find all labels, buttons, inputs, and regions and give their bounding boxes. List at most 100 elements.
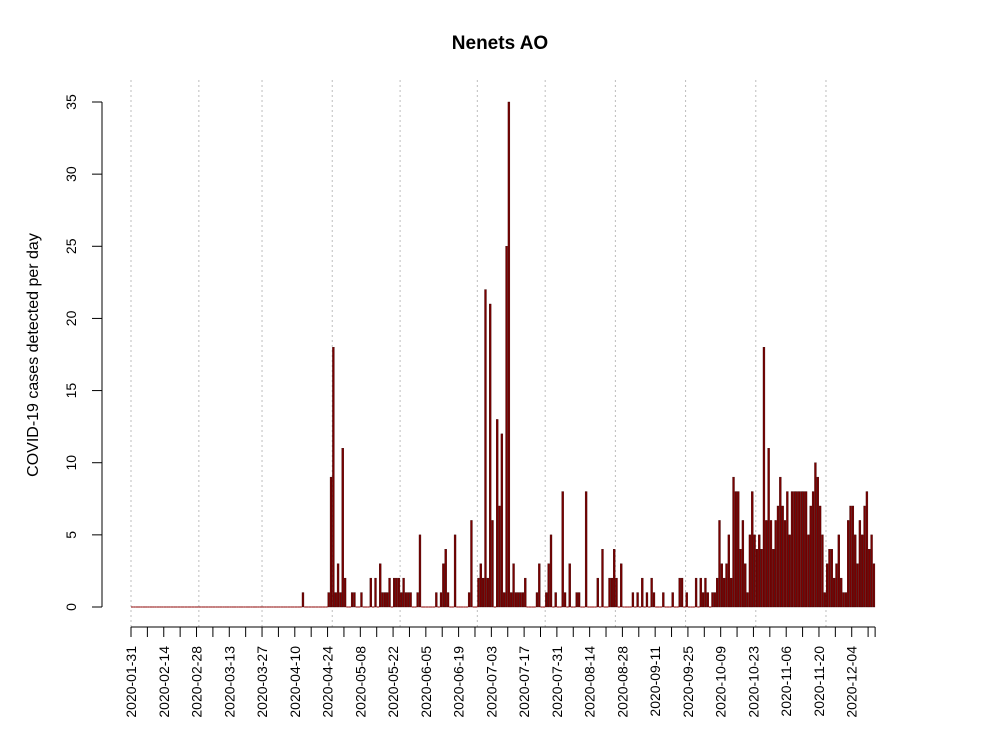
bar [535, 592, 539, 608]
x-tick-label: 2020-02-28 [189, 646, 205, 718]
bar [723, 577, 726, 608]
y-tick-label: 35 [63, 94, 79, 110]
bar [575, 592, 578, 608]
bar [360, 592, 363, 608]
bar [608, 577, 611, 608]
bar [496, 419, 499, 608]
bar [865, 491, 869, 608]
bar [797, 491, 801, 608]
bar [814, 462, 817, 608]
y-tick-label: 30 [63, 166, 79, 182]
bar [790, 491, 794, 608]
x-tick-label: 2020-05-22 [385, 646, 401, 718]
bar [828, 549, 831, 608]
bar [505, 246, 508, 608]
bar [379, 563, 382, 608]
bar [732, 476, 735, 608]
bar [830, 549, 833, 608]
bar [856, 563, 859, 608]
bar [446, 592, 450, 608]
bar [435, 592, 438, 608]
bar [765, 520, 768, 608]
y-tick-label: 15 [63, 383, 79, 399]
bar [662, 592, 665, 608]
bar [737, 491, 740, 608]
bar [772, 549, 775, 608]
bar [746, 592, 749, 608]
bar [811, 491, 815, 608]
bar [470, 520, 473, 608]
bar [409, 592, 412, 608]
bars [131, 101, 876, 608]
bar [407, 592, 410, 608]
y-tick-label: 25 [63, 238, 79, 254]
bar [760, 549, 763, 608]
bar [716, 577, 719, 608]
bar [577, 592, 581, 608]
x-tick-label: 2020-10-09 [713, 646, 729, 718]
bar [524, 577, 527, 608]
bar [807, 534, 810, 608]
bar [482, 577, 485, 608]
x-tick-label: 2020-07-03 [483, 646, 499, 718]
bar [713, 592, 716, 608]
bar [500, 433, 504, 608]
bar [327, 592, 330, 608]
x-tick-label: 2020-08-14 [582, 646, 598, 718]
bar [837, 534, 840, 608]
bar [369, 577, 372, 608]
bar [489, 303, 492, 608]
bar [332, 347, 335, 608]
bar [554, 592, 557, 608]
x-tick-label: 2020-11-20 [811, 646, 827, 717]
bar [835, 563, 838, 608]
bar [381, 592, 384, 608]
bar [491, 520, 494, 608]
bar [706, 592, 709, 608]
bar [484, 289, 487, 608]
bar [844, 592, 848, 608]
bar [730, 577, 733, 608]
bar [711, 592, 714, 608]
bar [720, 563, 723, 608]
bar [514, 592, 518, 608]
bar [631, 592, 635, 608]
bar [825, 563, 829, 608]
bar [393, 577, 396, 608]
bar [816, 476, 819, 608]
bar [694, 577, 698, 608]
bar [521, 592, 525, 608]
x-tick-label: 2020-08-28 [614, 646, 630, 718]
bar [793, 491, 796, 608]
bar [404, 592, 408, 608]
gridlines [130, 80, 827, 627]
x-tick-label: 2020-06-05 [418, 646, 434, 718]
bar [610, 577, 614, 608]
bar [645, 592, 649, 608]
bar [538, 563, 541, 608]
bar [718, 520, 721, 608]
bar [858, 520, 862, 608]
x-tick-label: 2020-11-06 [778, 646, 794, 717]
bar [336, 563, 340, 608]
y-tick-label: 20 [63, 310, 79, 326]
x-tick-label: 2020-01-31 [123, 646, 139, 718]
bar [613, 549, 616, 608]
bar [397, 577, 401, 608]
bar [870, 534, 873, 608]
y-axis-label: COVID-19 cases detected per day [25, 233, 42, 477]
bar [725, 563, 728, 608]
bar [699, 577, 702, 608]
bar [861, 534, 864, 608]
x-tick-label: 2020-09-11 [647, 646, 663, 717]
x-tick-label: 2020-04-24 [320, 646, 336, 718]
bar [678, 577, 681, 608]
bar [781, 505, 784, 608]
bar [809, 505, 812, 608]
bar [779, 476, 782, 608]
bar [596, 577, 599, 608]
x-tick-label: 2020-09-25 [680, 646, 696, 718]
x-tick-label: 2020-04-10 [287, 646, 303, 718]
bar [341, 448, 344, 608]
